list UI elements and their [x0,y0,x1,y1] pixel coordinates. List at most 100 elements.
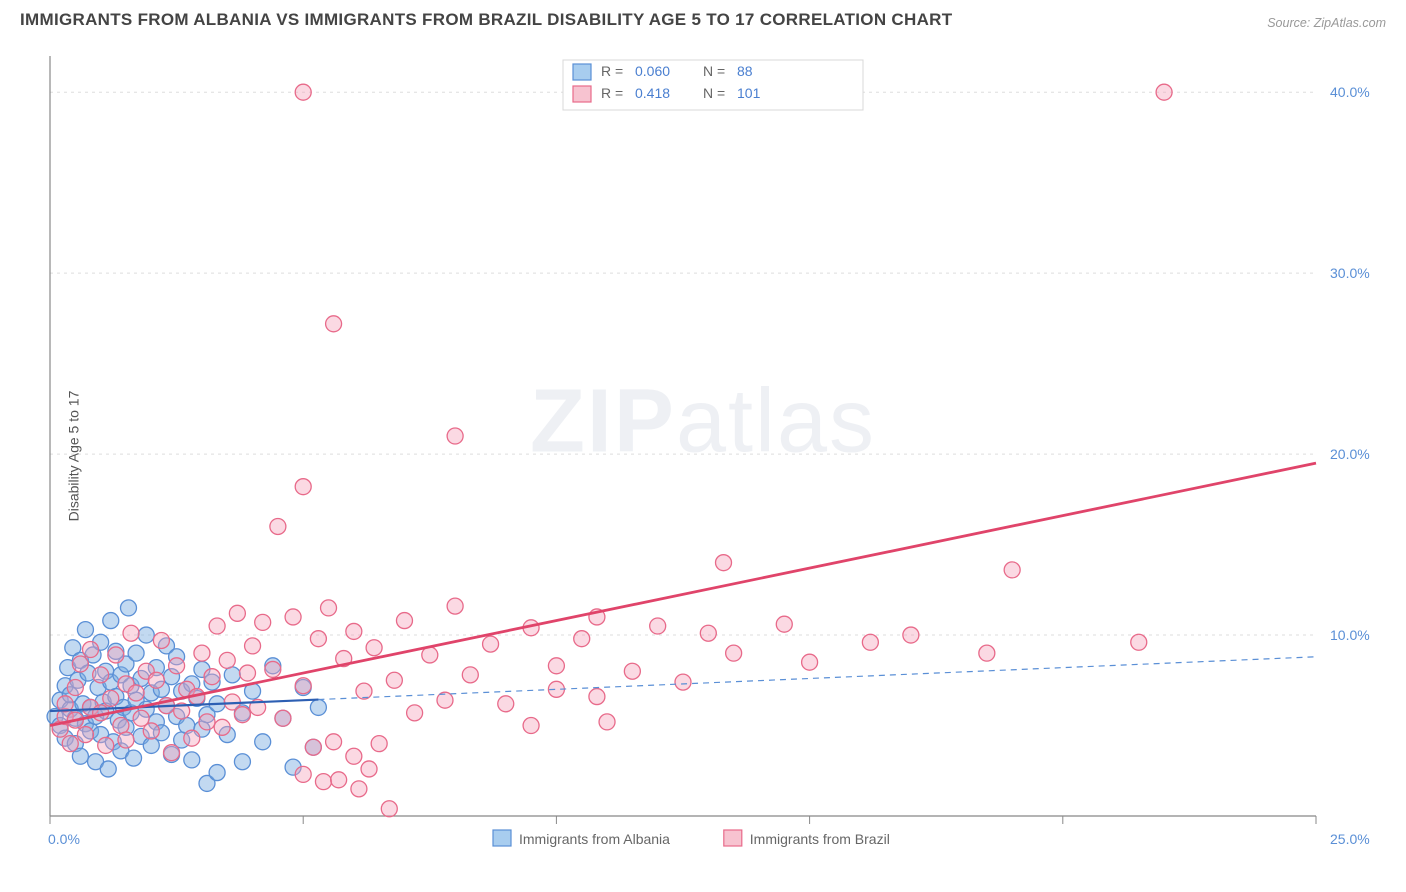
scatter-point [903,627,919,643]
chart-title: IMMIGRANTS FROM ALBANIA VS IMMIGRANTS FR… [20,10,952,30]
scatter-point [62,736,78,752]
scatter-point [356,683,372,699]
scatter-point [295,479,311,495]
legend-top-r-label: R = [601,85,623,101]
scatter-point [126,750,142,766]
x-tick-label-min: 0.0% [48,831,80,847]
scatter-point [224,667,240,683]
scatter-point [209,618,225,634]
scatter-point [164,745,180,761]
scatter-point [255,734,271,750]
scatter-point [346,623,362,639]
scatter-point [498,696,514,712]
scatter-point [589,689,605,705]
scatter-point [77,727,93,743]
scatter-point [386,672,402,688]
scatter-point [143,723,159,739]
scatter-point [83,642,99,658]
scatter-point [396,613,412,629]
scatter-point [148,672,164,688]
scatter-point [103,613,119,629]
scatter-point [1131,634,1147,650]
scatter-point [100,761,116,777]
scatter-point [346,748,362,764]
scatter-point [77,622,93,638]
scatter-point [285,609,301,625]
scatter-point [295,678,311,694]
scatter-point [366,640,382,656]
scatter-point [123,625,139,641]
scatter-point [245,638,261,654]
legend-top-n-label: N = [703,63,725,79]
scatter-point [209,765,225,781]
y-tick-label: 30.0% [1330,265,1370,281]
scatter-point [204,669,220,685]
scatter-point [326,734,342,750]
y-tick-label: 40.0% [1330,84,1370,100]
scatter-point [219,652,235,668]
chart-header: IMMIGRANTS FROM ALBANIA VS IMMIGRANTS FR… [0,0,1406,36]
legend-bottom-swatch [724,830,742,846]
scatter-point [120,600,136,616]
scatter-point [381,801,397,817]
scatter-point [305,739,321,755]
scatter-point [275,710,291,726]
y-tick-label: 20.0% [1330,446,1370,462]
scatter-point [295,84,311,100]
scatter-point [265,661,281,677]
scatter-point [331,772,347,788]
scatter-point [118,732,134,748]
scatter-point [1156,84,1172,100]
chart-source: Source: ZipAtlas.com [1267,16,1386,30]
legend-top-swatch [573,64,591,80]
scatter-point [407,705,423,721]
scatter-point [255,614,271,630]
scatter-point [72,656,88,672]
scatter-point [93,667,109,683]
scatter-point [270,518,286,534]
scatter-point [239,665,255,681]
scatter-point [548,658,564,674]
scatter-point [184,752,200,768]
scatter-point [103,690,119,706]
legend-top-r-value: 0.060 [635,63,670,79]
scatter-point [802,654,818,670]
legend-top-r-value: 0.418 [635,85,670,101]
scatter-point [295,766,311,782]
y-axis-label: Disability Age 5 to 17 [65,391,81,522]
legend-top-n-value: 101 [737,85,761,101]
scatter-point [979,645,995,661]
scatter-point [321,600,337,616]
scatter-point [371,736,387,752]
scatter-point [169,658,185,674]
legend-bottom-swatch [493,830,511,846]
scatter-point [483,636,499,652]
scatter-point [447,428,463,444]
legend-top-r-label: R = [601,63,623,79]
scatter-point [326,316,342,332]
chart-wrapper: Disability Age 5 to 17 ZIPatlas 10.0%20.… [0,36,1406,876]
scatter-point [523,718,539,734]
scatter-point [67,680,83,696]
scatter-point [153,632,169,648]
scatter-point [599,714,615,730]
scatter-point [128,645,144,661]
y-tick-label: 10.0% [1330,627,1370,643]
scatter-point [199,714,215,730]
scatter-point [862,634,878,650]
scatter-point [351,781,367,797]
scatter-point [776,616,792,632]
scatter-point [447,598,463,614]
scatter-point [361,761,377,777]
scatter-point [234,754,250,770]
scatter-point [194,645,210,661]
scatter-point [138,627,154,643]
scatter-point [726,645,742,661]
x-tick-label-max: 25.0% [1330,831,1370,847]
scatter-point [315,774,331,790]
scatter-point [624,663,640,679]
legend-bottom-label: Immigrants from Brazil [750,831,890,847]
scatter-point [184,730,200,746]
legend-top-swatch [573,86,591,102]
scatter-point [650,618,666,634]
